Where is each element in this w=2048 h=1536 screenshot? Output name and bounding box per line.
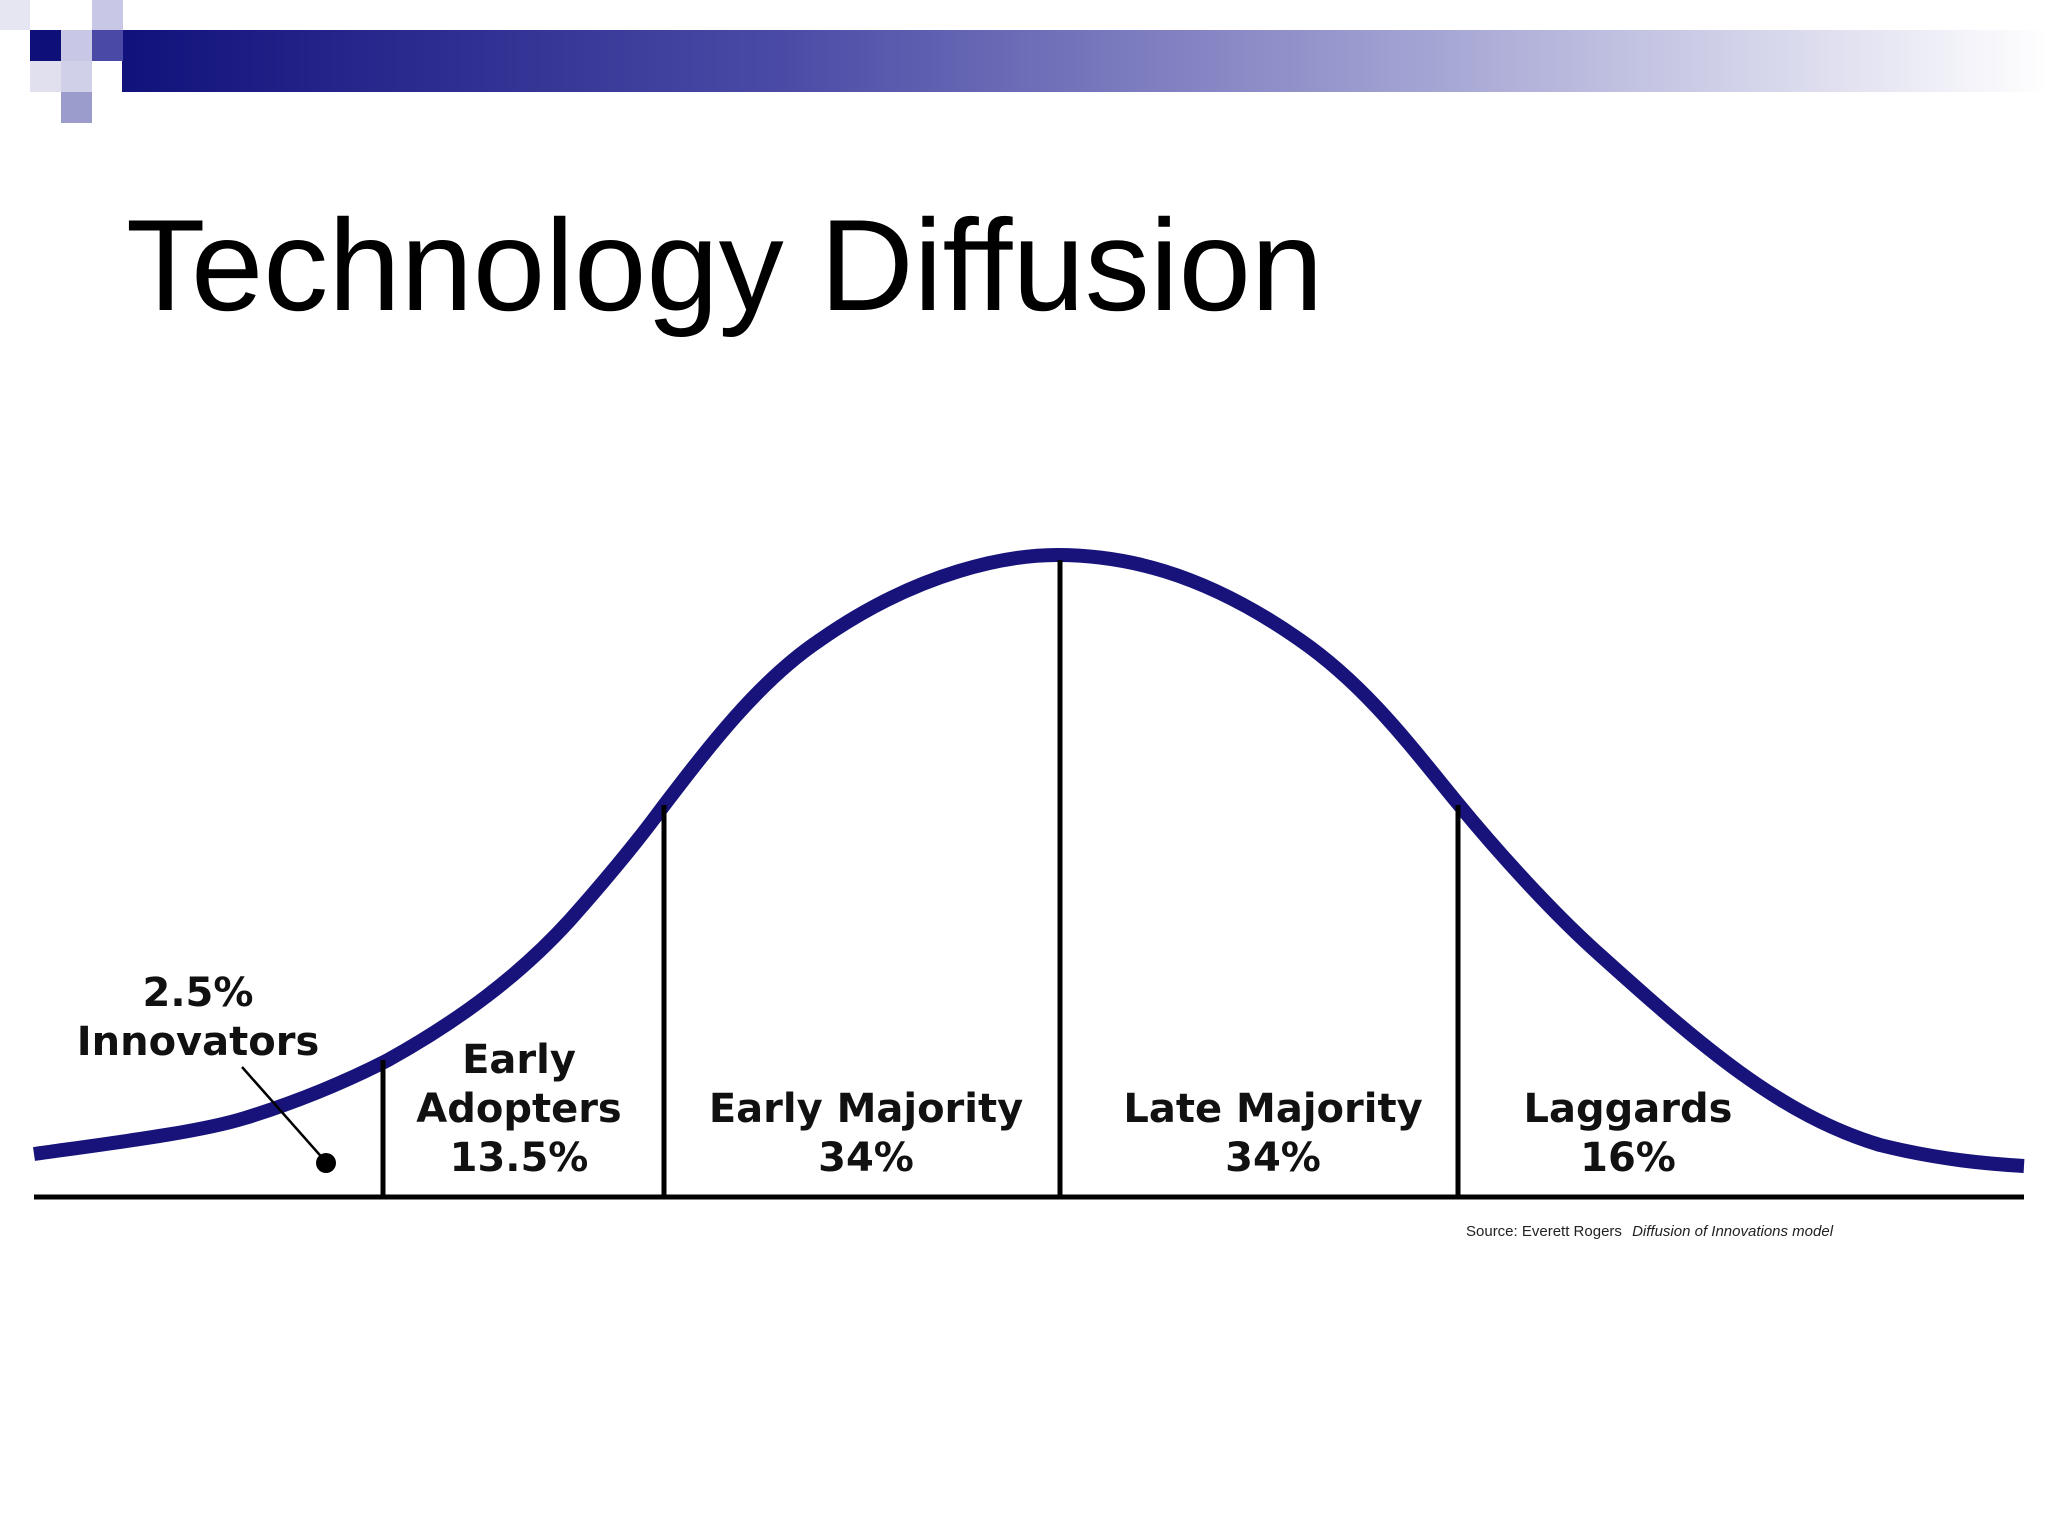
early-adopters-name-line-1: Early [462,1037,576,1083]
late-majority-name: Late Majority [1123,1086,1422,1132]
laggards-percent: 16% [1580,1135,1676,1181]
diffusion-diagram: 2.5% Innovators Early Adopters 13.5% Ear… [33,547,2025,1240]
late-majority-percent: 34% [1225,1135,1321,1181]
source-note: Source: Everett Rogers Diffusion of Inno… [1466,1223,1834,1240]
early-adopters-name-line-2: Adopters [416,1086,622,1132]
innovators-pointer-dot [316,1153,336,1173]
early-majority-name: Early Majority [709,1086,1023,1132]
bell-curve [33,547,2025,1173]
early-adopters-percent: 13.5% [450,1135,589,1181]
source-work: Diffusion of Innovations model [1632,1223,1834,1240]
header-banner [0,0,2048,123]
early-majority-percent: 34% [818,1135,914,1181]
banner-checker-logo [0,0,123,123]
segment-label-late-majority: Late Majority 34% [1123,1086,1422,1181]
laggards-name: Laggards [1524,1086,1733,1132]
segment-label-laggards: Laggards 16% [1524,1086,1733,1181]
segment-label-early-majority: Early Majority 34% [709,1086,1023,1181]
segment-label-innovators: 2.5% Innovators [77,970,320,1065]
innovators-name: Innovators [77,1019,320,1065]
segment-label-early-adopters: Early Adopters 13.5% [416,1037,622,1181]
innovators-percent: 2.5% [143,970,254,1016]
source-prefix: Source: Everett Rogers [1466,1223,1622,1240]
innovators-pointer-line [241,1066,327,1163]
page-title: Technology Diffusion [126,192,1323,338]
banner-gradient-bar [95,30,2048,92]
